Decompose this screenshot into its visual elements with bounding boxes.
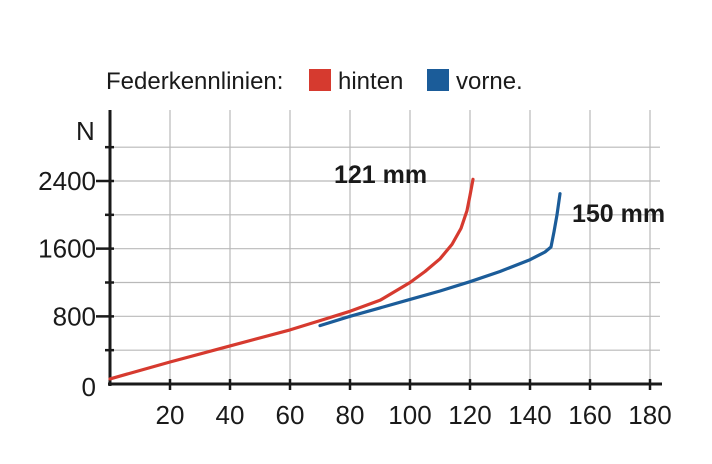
series-group [108,177,562,381]
legend-title: Federkennlinien: [106,68,283,95]
grid [110,110,660,384]
x-tick-label-20: 20 [156,400,185,430]
y-tick-label-0: 0 [82,372,96,402]
axes [96,110,662,390]
x-tick-label-160: 160 [568,400,611,430]
x-tick-label-100: 100 [388,400,431,430]
x-tick-label-40: 40 [216,400,245,430]
x-tick-label-60: 60 [276,400,305,430]
series-line-vorne [318,192,562,328]
y-tick-label-800: 800 [53,301,96,331]
series-line-hinten [108,177,475,381]
y-tick-label-2400: 2400 [38,166,96,196]
tick-labels: 0 800 1600 2400 20 40 60 80 100 120 140 160 180 [38,166,672,430]
y-tick-label-1600: 1600 [38,234,96,264]
y-axis-label: N [76,116,95,146]
x-tick-label-120: 120 [448,400,491,430]
x-tick-label-80: 80 [336,400,365,430]
x-tick-label-140: 140 [508,400,551,430]
x-tick-label-180: 180 [628,400,671,430]
legend-label-hinten: hinten [338,68,403,95]
legend-swatch-hinten [309,69,331,91]
legend-swatch-vorne [427,69,449,91]
legend-label-vorne: vorne. [456,68,523,95]
end-label-hinten: 121 mm [334,161,427,189]
end-label-vorne: 150 mm [572,200,665,228]
